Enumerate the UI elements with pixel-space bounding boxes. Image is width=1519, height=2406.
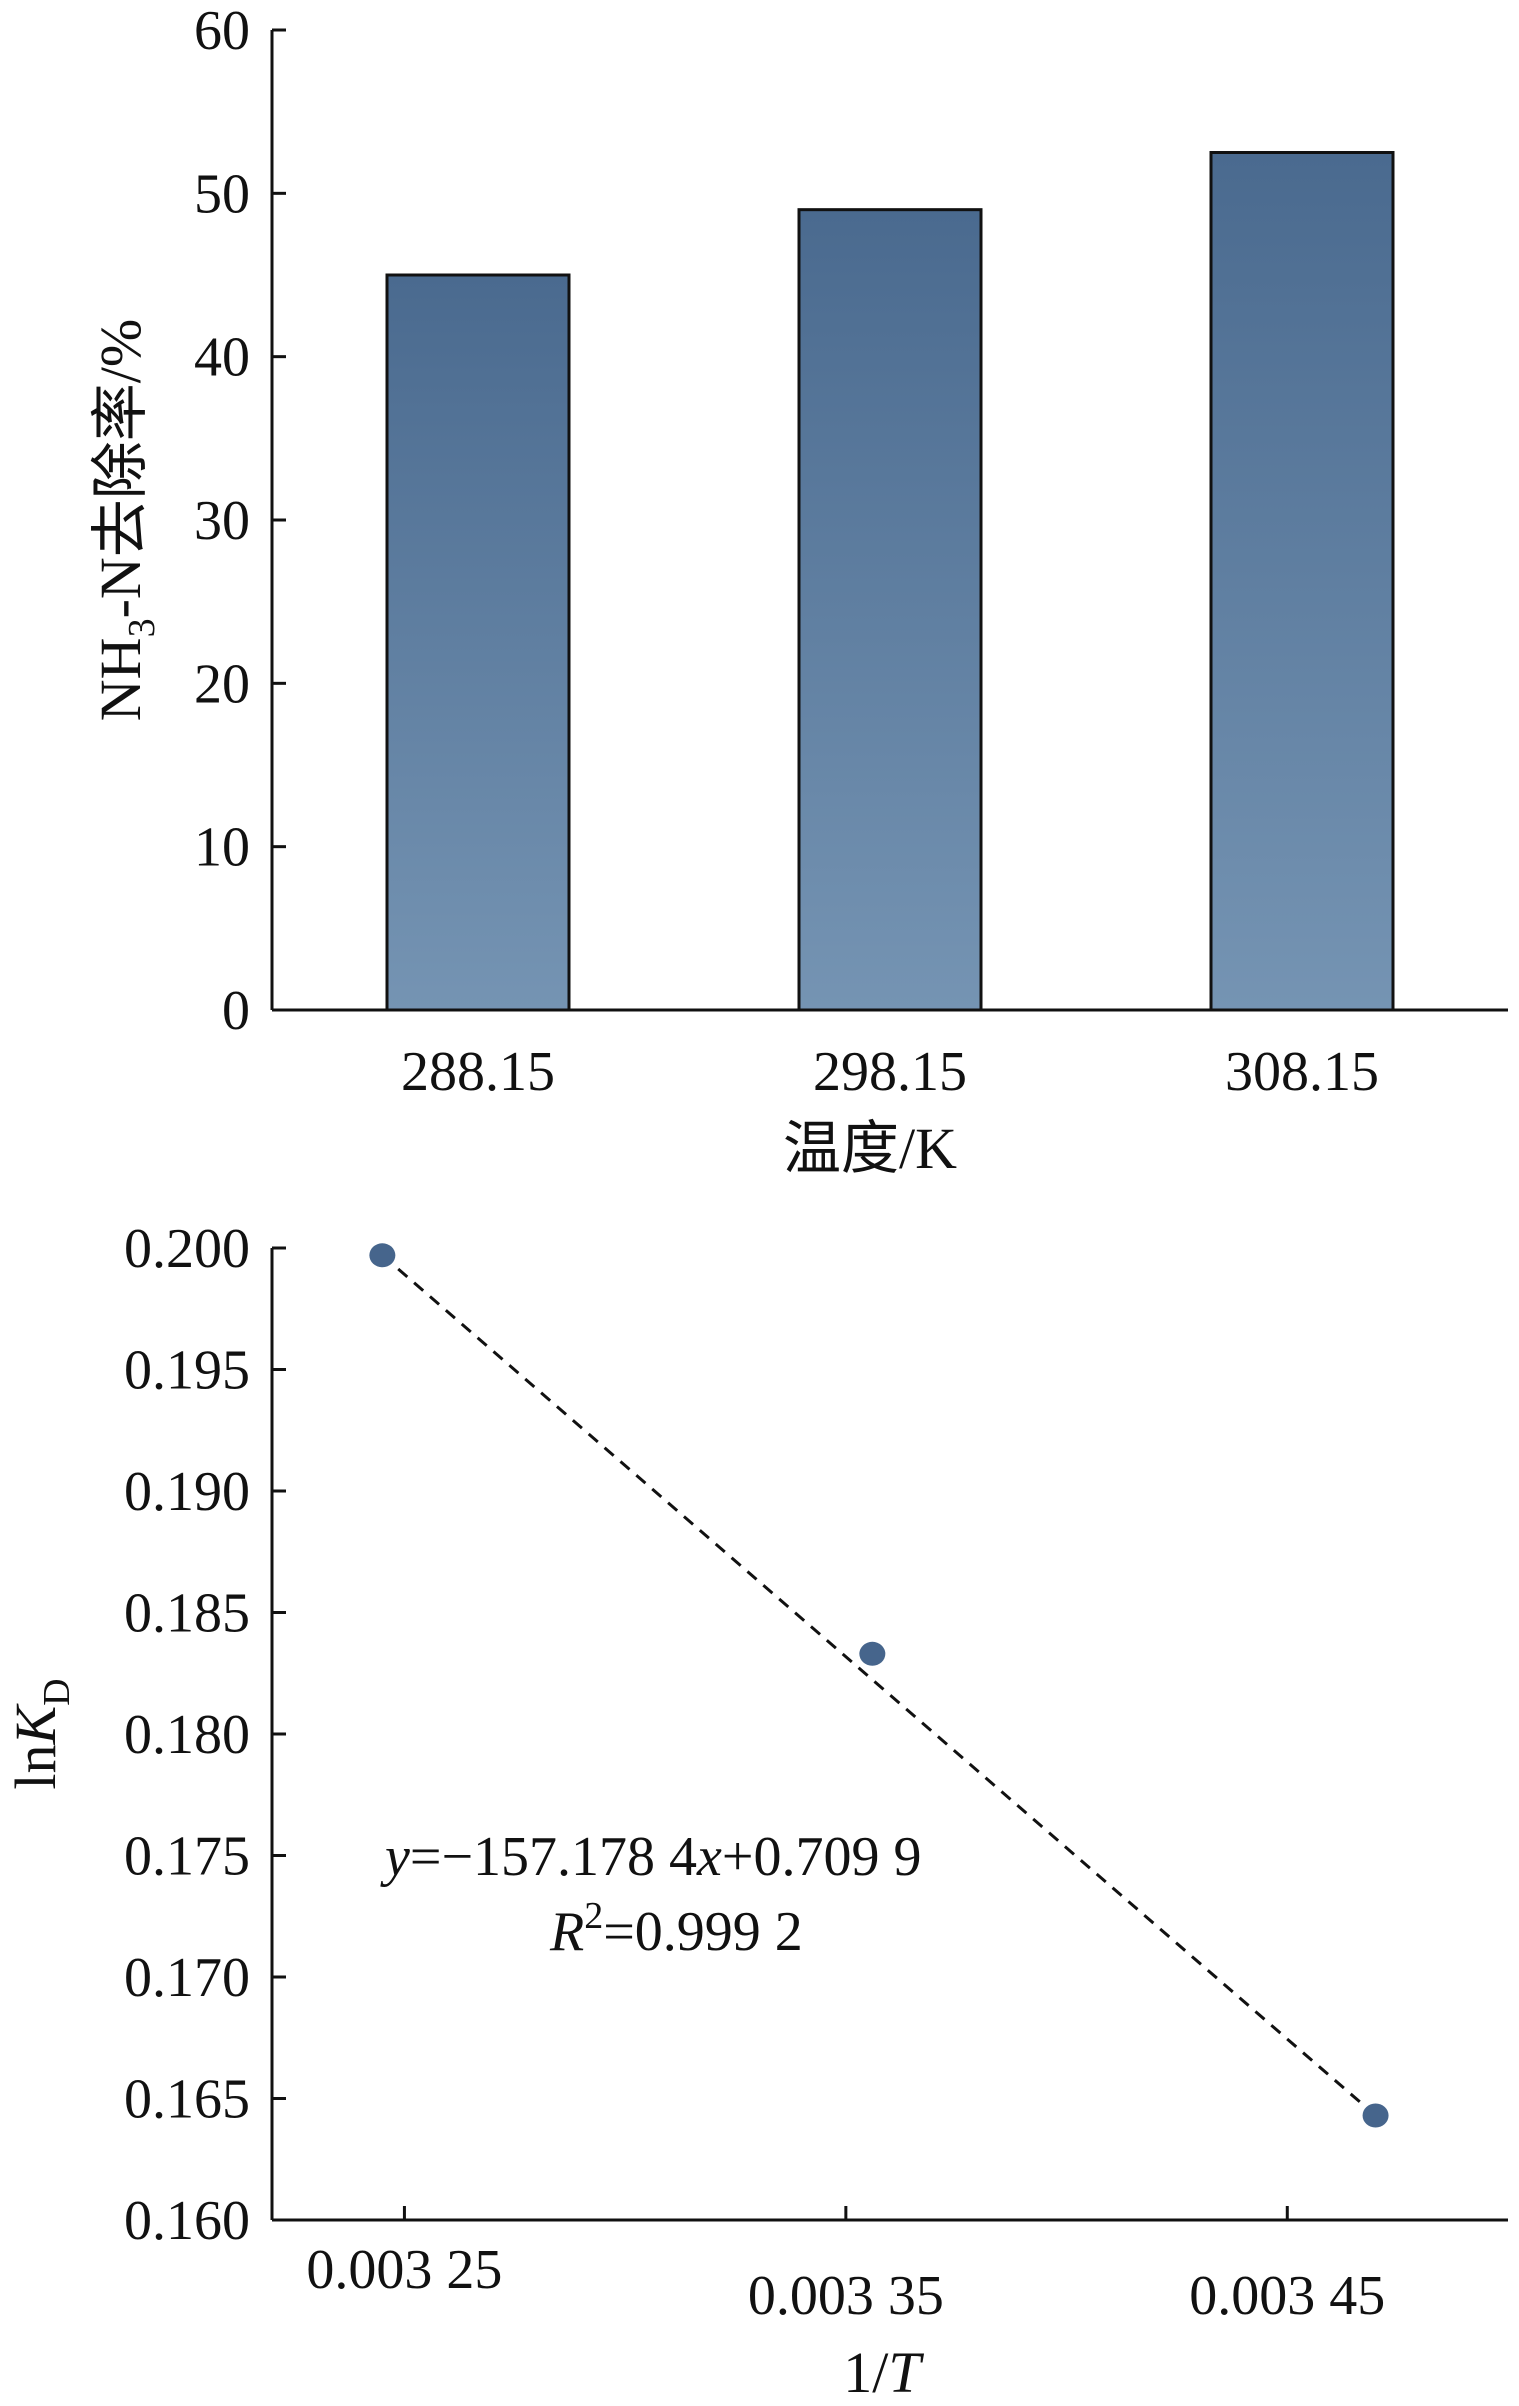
bar-y-tick-label: 40 (194, 327, 250, 389)
fit-equation: y=−157.178 4x+0.709 9 (380, 1826, 921, 1888)
scatter-y-axis-title-italic: K (3, 1703, 68, 1746)
scatter-point (1362, 2103, 1389, 2128)
fit-equation-x: x (696, 1826, 722, 1888)
bar-y-tick-label: 10 (194, 817, 250, 879)
scatter-points (369, 1243, 1389, 2128)
scatter-y-tick-label: 0.160 (124, 2190, 250, 2252)
scatter-y-tick-label: 0.165 (124, 2069, 250, 2131)
scatter-point (369, 1243, 396, 1268)
scatter-x-tick-label: 0.003 35 (748, 2265, 944, 2327)
bar (385, 273, 571, 1012)
scatter-y-tick-label: 0.175 (124, 1826, 250, 1888)
scatter-y-axis-title-sub: D (36, 1678, 78, 1705)
bar-x-tick-label: 298.15 (813, 1041, 967, 1103)
bar-y-tick-label: 30 (194, 490, 250, 552)
bar-y-tick-label: 50 (194, 163, 250, 225)
fit-r2-r: R (549, 1901, 584, 1963)
bar-x-ticks: 288.15 298.15 308.15 (401, 1041, 1379, 1103)
fit-r2-rest: =0.999 2 (603, 1901, 803, 1963)
bar-x-tick-label: 308.15 (1225, 1041, 1379, 1103)
fit-r2: R2=0.999 2 (549, 1895, 803, 1963)
bars (385, 151, 1395, 1012)
scatter-x-tick-label: 0.003 25 (306, 2239, 502, 2301)
fit-equation-part1: =−157.178 4 (410, 1826, 697, 1888)
fit-line (381, 1254, 1377, 2117)
bar-y-axis-title: NH3-N去除率/% (88, 319, 163, 721)
scatter-x-axis-title-prefix: 1/ (843, 2340, 889, 2405)
scatter-y-tick-label: 0.185 (124, 1583, 250, 1645)
scatter-y-tick-label: 0.170 (124, 1947, 250, 2009)
scatter-x-tick-label: 0.003 45 (1189, 2265, 1385, 2327)
bar (1209, 151, 1395, 1012)
bar-x-axis-title: 温度/K (783, 1116, 957, 1181)
scatter-y-ticks: 0.160 0.165 0.170 0.175 0.180 0.185 0.190 0.195… (124, 1218, 286, 2252)
fit-equation-part2: +0.709 9 (722, 1826, 922, 1888)
scatter-y-tick-label: 0.195 (124, 1340, 250, 1402)
bar-y-ticks: 0 10 20 30 40 50 60 (194, 0, 286, 1042)
bar-y-axis-title-rest: -N去除率/% (88, 319, 153, 619)
scatter-y-axis-title-prefix: ln (3, 1745, 68, 1790)
scatter-chart: 0.160 0.165 0.170 0.175 0.180 0.185 0.190 0.195… (3, 1218, 1508, 2405)
bar-y-tick-label: 60 (194, 0, 250, 62)
scatter-y-axis-title: lnKD (3, 1678, 78, 1789)
scatter-y-tick-label: 0.190 (124, 1461, 250, 1523)
scatter-y-tick-label: 0.200 (124, 1218, 250, 1280)
scatter-y-tick-label: 0.180 (124, 1704, 250, 1766)
fit-r2-sup: 2 (584, 1895, 603, 1937)
bar-y-tick-label: 20 (194, 653, 250, 715)
bar-x-tick-label: 288.15 (401, 1041, 555, 1103)
scatter-x-axis-title-italic: T (888, 2340, 924, 2405)
scatter-x-ticks: 0.003 25 0.003 35 0.003 45 (306, 2206, 1385, 2327)
scatter-x-axis-title: 1/T (843, 2340, 924, 2405)
bar (797, 208, 983, 1012)
bar-y-axis-title-main: NH (88, 637, 153, 721)
bar-y-axis-title-sub: 3 (121, 618, 163, 637)
bar-y-tick-label: 0 (222, 980, 250, 1042)
scatter-point (859, 1641, 886, 1666)
fit-equation-y: y (380, 1826, 410, 1888)
bar-chart: 0 10 20 30 40 50 60 288.15 298.15 308.15 温度/K NH… (88, 0, 1508, 1181)
